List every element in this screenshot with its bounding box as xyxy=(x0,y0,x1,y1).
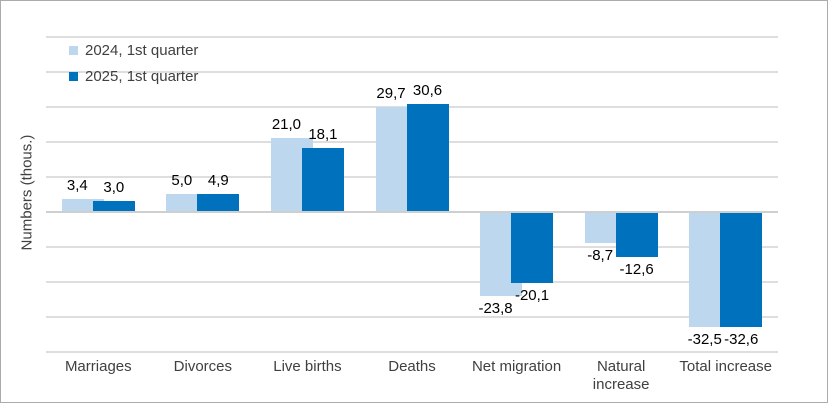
legend: 2024, 1st quarter 2025, 1st quarter xyxy=(69,37,198,89)
legend-item-2024: 2024, 1st quarter xyxy=(69,37,198,63)
legend-swatch-2024-icon xyxy=(69,45,78,55)
gridline xyxy=(46,36,778,38)
value-label: 3,4 xyxy=(66,177,88,195)
category-label: Live births xyxy=(273,358,342,375)
value-label: -32,5 xyxy=(687,330,722,348)
legend-label-2025: 2025, 1st quarter xyxy=(85,67,199,85)
value-label: -12,6 xyxy=(619,261,654,279)
gridline xyxy=(46,71,778,73)
bar-dark xyxy=(301,147,344,211)
gridline xyxy=(46,246,778,248)
value-label: -23,8 xyxy=(478,300,513,318)
zero-axis-line xyxy=(46,211,778,213)
bar-dark xyxy=(197,193,240,211)
value-label: -20,1 xyxy=(514,287,550,305)
category-label: Deaths xyxy=(388,358,436,375)
legend-item-2025: 2025, 1st quarter xyxy=(69,63,198,89)
category-label: Marriages xyxy=(64,358,132,375)
gridline xyxy=(46,351,778,353)
value-label: 3,0 xyxy=(103,178,125,196)
bar-dark xyxy=(92,200,135,211)
value-label: -32,6 xyxy=(724,331,759,349)
value-label: 30,6 xyxy=(412,81,443,99)
gridline xyxy=(46,281,778,283)
bar-dark xyxy=(615,213,658,258)
bar-dark xyxy=(406,103,449,211)
category-label: Divorces xyxy=(173,358,233,375)
value-label: -8,7 xyxy=(587,247,614,265)
value-label: 18,1 xyxy=(308,125,338,143)
gridline xyxy=(46,316,778,318)
category-label: Total increase xyxy=(679,358,772,375)
legend-swatch-2025-icon xyxy=(69,71,78,81)
value-label: 4,9 xyxy=(207,171,229,189)
bar-dark xyxy=(511,213,554,284)
legend-label-2024: 2024, 1st quarter xyxy=(85,41,199,59)
value-label: 5,0 xyxy=(171,171,193,189)
y-axis-title: Numbers (thous.) xyxy=(18,134,36,251)
bar-dark xyxy=(720,213,763,328)
bar-light xyxy=(61,199,104,211)
value-label: 21,0 xyxy=(271,115,302,133)
value-label: 29,7 xyxy=(376,85,406,103)
category-label: Natural increase xyxy=(592,358,650,393)
category-label: Net migration xyxy=(471,358,562,375)
